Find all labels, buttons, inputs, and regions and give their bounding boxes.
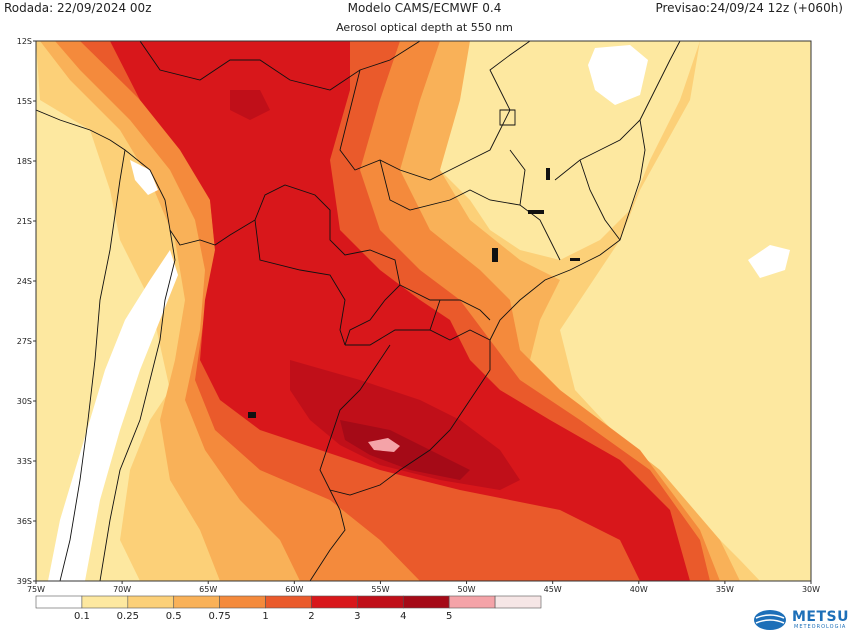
metsul-logo: METSUL METEOROLOGIA [750, 608, 849, 632]
lat-tick-label: 27S [17, 337, 32, 346]
colorbar-label: 1 [262, 611, 268, 622]
lon-tick-label: 45W [544, 585, 562, 594]
colorbar-segment [494, 595, 542, 609]
lon-tick-label: 35W [716, 585, 734, 594]
lon-tick-label: 40W [630, 585, 648, 594]
colorbar-label: 0.1 [74, 611, 90, 622]
lon-tick-label: 30W [802, 585, 820, 594]
globe-icon [754, 610, 786, 630]
colorbar-segment [311, 595, 358, 609]
colorbar-label: 0.25 [117, 611, 139, 622]
colorbar-label: 0.75 [209, 611, 231, 622]
colorbar-segment [265, 595, 312, 609]
political-borders [36, 41, 681, 581]
map-frame [35, 40, 812, 582]
colorbar-label: 2 [308, 611, 314, 622]
aod-field [36, 41, 811, 581]
lat-tick-label: 15S [17, 97, 32, 106]
longitude-axis: 75W 70W 65W 60W 55W 50W 45W 40W 35W 30W [27, 581, 820, 594]
lon-tick-label: 75W [27, 585, 45, 594]
lat-tick-label: 30S [17, 397, 32, 406]
lat-tick-label: 18S [17, 157, 32, 166]
run-date-label: Rodada: 22/09/2024 00z [4, 1, 152, 15]
colorbar-segment [357, 595, 404, 609]
colorbar-label: 0.5 [166, 611, 182, 622]
forecast-time-label: Previsao:24/09/24 12z (+060h) [655, 1, 843, 15]
lat-tick-label: 33S [17, 457, 32, 466]
lat-tick-label: 24S [17, 277, 32, 286]
lon-tick-label: 60W [285, 585, 303, 594]
colorbar-segment [81, 595, 129, 609]
colorbar-label: 5 [446, 611, 452, 622]
lon-tick-label: 50W [458, 585, 476, 594]
colorbar-segment [219, 595, 266, 609]
lon-tick-label: 65W [199, 585, 217, 594]
colorbar-label: 4 [400, 611, 406, 622]
lat-tick-label: 21S [17, 217, 32, 226]
lat-tick-label: 39S [17, 577, 32, 586]
map-subtitle: Aerosol optical depth at 550 nm [336, 21, 513, 34]
lon-tick-label: 55W [371, 585, 389, 594]
colorbar-segment [173, 595, 220, 609]
logo-name: METSUL [792, 609, 849, 625]
lon-tick-label: 70W [113, 585, 131, 594]
model-name-label: Modelo CAMS/ECMWF 0.4 [347, 1, 502, 15]
colorbar: 0.1 0.25 0.5 0.75 1 2 3 4 5 [35, 595, 542, 622]
colorbar-segment [402, 595, 450, 609]
colorbar-segment [448, 595, 496, 609]
colorbar-segment [127, 595, 175, 609]
logo-tagline: METEOROLOGIA [794, 624, 847, 630]
lat-tick-label: 36S [17, 517, 32, 526]
lake-marks [248, 168, 580, 418]
lat-tick-label: 12S [17, 37, 32, 46]
latitude-axis: 12S 15S 18S 21S 24S 27S 30S 33S 36S 39S [17, 37, 36, 586]
colorbar-label: 3 [354, 611, 360, 622]
colorbar-segment [35, 595, 83, 609]
